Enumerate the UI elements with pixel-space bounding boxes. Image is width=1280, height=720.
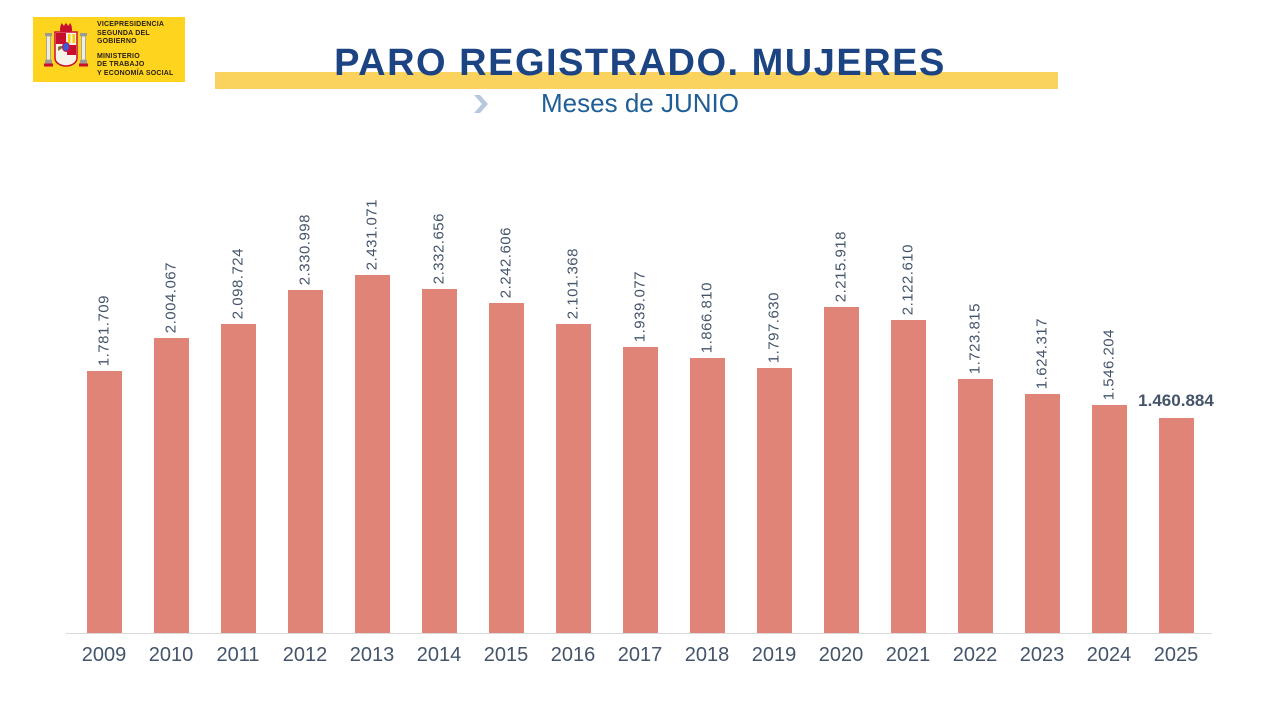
bar xyxy=(86,371,122,633)
bar-value-label: 1.781.709 xyxy=(95,294,113,366)
logo-text: VICEPRESIDENCIA SEGUNDA DEL GOBIERNO MIN… xyxy=(97,21,179,78)
x-axis-label: 2015 xyxy=(483,644,529,666)
bar-value-label: 1.866.810 xyxy=(698,281,716,353)
bar-column-2012: 2.330.998 2012 xyxy=(283,150,328,666)
bar xyxy=(823,307,859,633)
bar-value-label: 2.122.610 xyxy=(899,243,917,315)
x-axis-line xyxy=(66,633,1212,634)
bar-column-2023: 1.624.317 2023 xyxy=(1020,150,1065,666)
bar-value-label: 1.723.815 xyxy=(966,302,984,374)
bar xyxy=(354,275,390,633)
x-axis-label: 2024 xyxy=(1086,644,1132,666)
x-axis-label: 2018 xyxy=(684,644,730,666)
bar xyxy=(220,324,256,633)
x-axis-label: 2025 xyxy=(1153,644,1199,666)
bar-column-2019: 1.797.630 2019 xyxy=(752,150,797,666)
bar xyxy=(1158,418,1194,633)
bar-value-label: 2.098.724 xyxy=(229,247,247,319)
bar-chart: 1.781.709 2009 2.004.067 2010 2.098.724 2011 2… xyxy=(66,150,1214,690)
page-subtitle: Meses de JUNIO xyxy=(541,88,739,118)
bar-column-2020: 2.215.918 2020 xyxy=(819,150,864,666)
logo-line: MINISTERIO xyxy=(97,52,140,60)
bar-column-2010: 2.004.067 2010 xyxy=(149,150,194,666)
x-axis-label: 2023 xyxy=(1019,644,1065,666)
bar-column-2018: 1.866.810 2018 xyxy=(685,150,730,666)
bar-column-2013: 2.431.071 2013 xyxy=(350,150,395,666)
bar-column-2024: 1.546.204 2024 xyxy=(1087,150,1132,666)
bar xyxy=(689,358,725,633)
x-axis-label: 2011 xyxy=(216,644,260,666)
chevron-right-icon xyxy=(472,94,490,114)
bar-column-2016: 2.101.368 2016 xyxy=(551,150,596,666)
bar xyxy=(957,379,993,633)
bar-value-label: 2.332.656 xyxy=(430,212,448,284)
bar-column-2025: 1.460.884 2025 xyxy=(1138,150,1214,666)
x-axis-label: 2021 xyxy=(885,644,931,666)
bar xyxy=(756,368,792,633)
bar xyxy=(622,347,658,633)
x-axis-label: 2013 xyxy=(349,644,395,666)
title-underline-bar xyxy=(215,72,1058,89)
bar-value-label: 2.242.606 xyxy=(497,226,515,298)
bar xyxy=(555,324,591,633)
bar-value-label: 1.939.077 xyxy=(631,270,649,342)
x-axis-label: 2016 xyxy=(550,644,596,666)
page-title: PARO REGISTRADO. MUJERES xyxy=(334,42,946,84)
x-axis-label: 2014 xyxy=(416,644,462,666)
bar-value-label: 2.004.067 xyxy=(162,261,180,333)
bar xyxy=(890,320,926,633)
x-axis-label: 2017 xyxy=(617,644,663,666)
bar-value-label: 2.215.918 xyxy=(832,230,850,302)
bar-value-label: 2.330.998 xyxy=(296,213,314,285)
bar-value-label: 1.797.630 xyxy=(765,291,783,363)
bar-column-2014: 2.332.656 2014 xyxy=(417,150,462,666)
logo-line: SEGUNDA DEL GOBIERNO xyxy=(97,29,150,46)
bar xyxy=(1024,394,1060,633)
bar-column-2017: 1.939.077 2017 xyxy=(618,150,663,666)
bar xyxy=(153,338,189,633)
bar-value-label: 2.101.368 xyxy=(564,247,582,319)
bar xyxy=(488,303,524,633)
logo-line: Y ECONOMÍA SOCIAL xyxy=(97,69,174,77)
x-axis-label: 2019 xyxy=(751,644,797,666)
bar-value-label: 1.624.317 xyxy=(1033,317,1051,389)
x-axis-label: 2010 xyxy=(148,644,194,666)
bar-value-label: 1.460.884 xyxy=(1138,391,1214,410)
bar-column-2009: 1.781.709 2009 xyxy=(82,150,127,666)
spain-coat-of-arms-icon xyxy=(43,21,89,78)
bar-value-label: 1.546.204 xyxy=(1100,328,1118,400)
logo-line: DE TRABAJO xyxy=(97,61,145,68)
x-axis-label: 2009 xyxy=(81,644,127,666)
logo-line: VICEPRESIDENCIA xyxy=(97,21,165,28)
bar xyxy=(287,290,323,633)
bar xyxy=(421,289,457,633)
bar-column-2021: 2.122.610 2021 xyxy=(886,150,931,666)
bar xyxy=(1091,405,1127,633)
bar-value-label: 2.431.071 xyxy=(363,198,381,270)
bars: 1.781.709 2009 2.004.067 2010 2.098.724 2011 2… xyxy=(66,150,1214,666)
government-logo: VICEPRESIDENCIA SEGUNDA DEL GOBIERNO MIN… xyxy=(33,17,185,82)
x-axis-label: 2020 xyxy=(818,644,864,666)
bar-column-2011: 2.098.724 2011 xyxy=(216,150,259,666)
x-axis-label: 2012 xyxy=(282,644,328,666)
bar-column-2015: 2.242.606 2015 xyxy=(484,150,529,666)
bar-column-2022: 1.723.815 2022 xyxy=(953,150,998,666)
x-axis-label: 2022 xyxy=(952,644,998,666)
